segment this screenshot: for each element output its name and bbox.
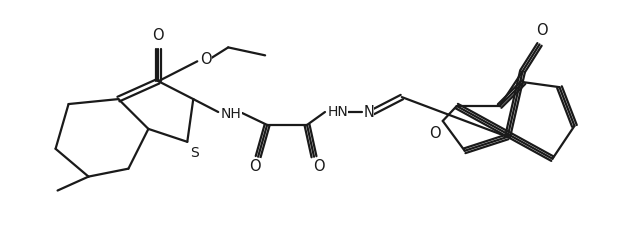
Text: HN: HN xyxy=(328,105,348,118)
Text: O: O xyxy=(152,28,164,43)
Text: O: O xyxy=(200,52,212,67)
Text: O: O xyxy=(313,158,325,173)
Text: O: O xyxy=(429,126,440,141)
Text: N: N xyxy=(364,104,374,119)
Text: NH: NH xyxy=(221,106,241,121)
Text: O: O xyxy=(250,158,261,173)
Text: S: S xyxy=(190,145,198,159)
Text: O: O xyxy=(536,23,547,38)
